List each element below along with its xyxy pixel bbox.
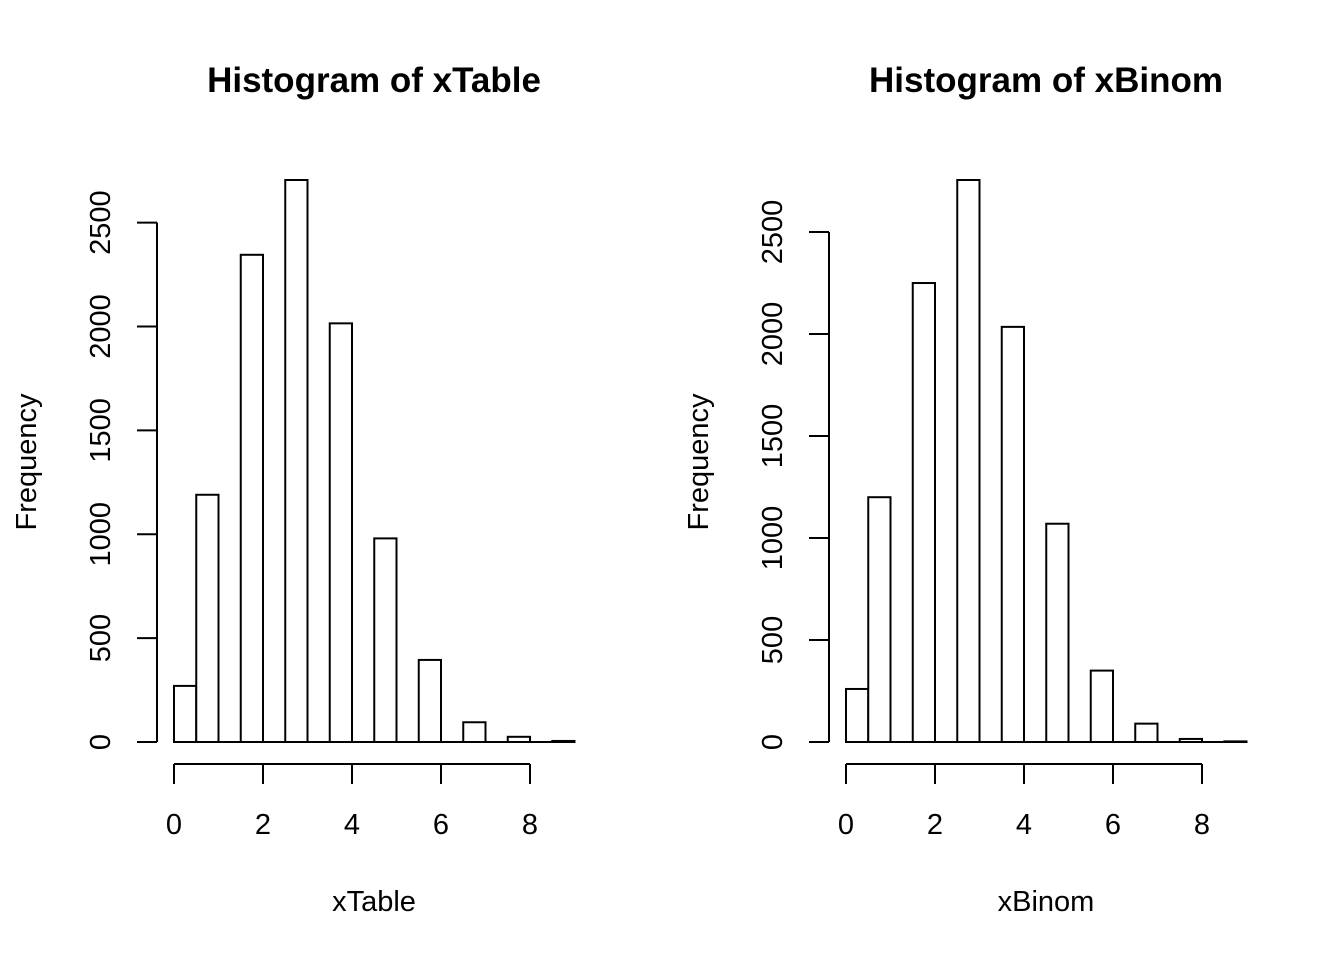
- y-tick-label: 2000: [85, 294, 117, 359]
- y-tick-label: 1000: [757, 506, 789, 571]
- x-tick-label: 4: [1016, 809, 1032, 841]
- y-tick-label: 0: [85, 734, 117, 750]
- x-axis-label: xTable: [332, 886, 416, 918]
- x-tick-label: 4: [344, 809, 360, 841]
- x-tick-label: 8: [522, 809, 538, 841]
- x-tick-label: 0: [166, 809, 182, 841]
- y-tick-label: 1500: [85, 398, 117, 463]
- histogram-bar: [1089, 669, 1114, 743]
- y-tick-label: 1000: [85, 502, 117, 567]
- histogram-bar: [173, 684, 198, 743]
- histogram-xbinom-panel: Histogram of xBinom xBinom Frequency 0 2 4…: [683, 61, 1248, 918]
- y-axis-label: Frequency: [11, 393, 43, 531]
- histogram-bar: [239, 253, 264, 743]
- histogram-bar: [328, 322, 353, 743]
- histogram-bar: [417, 658, 442, 744]
- histogram-bar: [845, 687, 870, 744]
- histogram-bar: [462, 721, 487, 743]
- x-axis-label: xBinom: [998, 886, 1095, 918]
- histogram-bar: [956, 179, 981, 743]
- y-tick-label: 2500: [757, 200, 789, 265]
- chart-title: Histogram of xBinom: [869, 61, 1223, 100]
- y-tick-label: 2000: [757, 302, 789, 367]
- histogram-bar: [1134, 722, 1159, 743]
- histogram-xtable-panel: Histogram of xTable xTable Frequency 0 2 4…: [11, 61, 576, 918]
- y-tick-label: 1500: [757, 404, 789, 469]
- histogram-bar: [867, 496, 892, 743]
- histogram-bar: [911, 282, 936, 743]
- x-tick-label: 0: [838, 809, 854, 841]
- x-tick-label: 6: [433, 809, 449, 841]
- y-tick-label: 2500: [85, 190, 117, 255]
- histogram-bar: [373, 537, 398, 743]
- y-axis-label: Frequency: [683, 393, 715, 531]
- x-tick-label: 2: [927, 809, 943, 841]
- x-tick-label: 6: [1105, 809, 1121, 841]
- chart-title: Histogram of xTable: [207, 61, 541, 100]
- histogram-bar: [284, 179, 309, 743]
- histogram-bar: [195, 493, 220, 744]
- histogram-bar: [1045, 522, 1070, 744]
- x-tick-label: 8: [1194, 809, 1210, 841]
- y-tick-label: 500: [757, 616, 789, 664]
- x-tick-label: 2: [255, 809, 271, 841]
- y-tick-label: 500: [85, 614, 117, 662]
- y-tick-label: 0: [757, 734, 789, 750]
- histogram-bar: [1000, 325, 1025, 743]
